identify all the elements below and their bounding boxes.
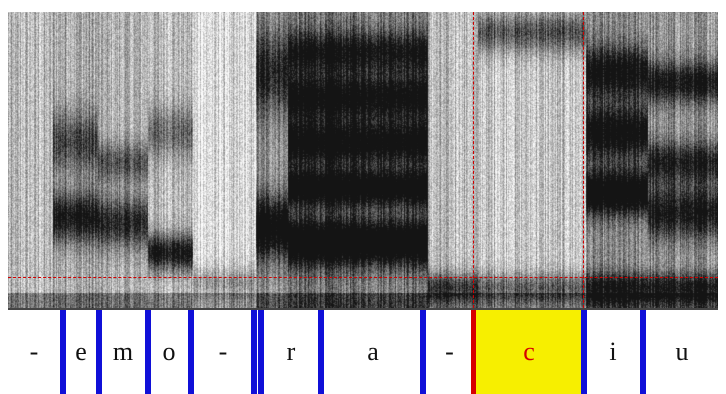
tier-segment[interactable]: m: [102, 310, 144, 394]
tier-segment[interactable]: i: [586, 310, 640, 394]
segment-boundary[interactable]: [145, 310, 151, 394]
segment-boundary[interactable]: [258, 310, 264, 394]
segment-label: -: [445, 337, 454, 366]
segment-boundary[interactable]: [60, 310, 66, 394]
segment-boundary[interactable]: [640, 310, 646, 394]
segment-boundary[interactable]: [96, 310, 102, 394]
tier-segment[interactable]: a: [324, 310, 422, 394]
segment-label: -: [218, 337, 228, 366]
segment-label: e: [75, 337, 87, 366]
segment-boundary[interactable]: [251, 310, 257, 394]
annotation-tier[interactable]: - e m o - r a - c i u: [8, 308, 718, 394]
segment-label: r: [286, 337, 296, 366]
spectrogram-panel[interactable]: [8, 12, 718, 308]
segment-boundary[interactable]: [420, 310, 426, 394]
tier-segment[interactable]: r: [264, 310, 318, 394]
tier-segment-selected[interactable]: c: [475, 310, 583, 394]
segment-label: c: [523, 337, 535, 366]
segment-label: i: [609, 337, 617, 366]
tier-segment[interactable]: e: [65, 310, 97, 394]
segment-label: o: [162, 337, 176, 366]
tier-segment[interactable]: o: [151, 310, 187, 394]
segment-label: -: [29, 337, 39, 366]
segment-label: m: [112, 337, 134, 366]
segment-boundary-selected[interactable]: [471, 310, 476, 394]
tier-segment[interactable]: -: [8, 310, 60, 394]
segment-boundary[interactable]: [581, 310, 587, 394]
tier-segment[interactable]: -: [428, 310, 471, 394]
segment-boundary[interactable]: [318, 310, 324, 394]
tier-segment[interactable]: -: [194, 310, 252, 394]
tier-segment[interactable]: u: [646, 310, 718, 394]
segment-label: a: [367, 337, 379, 366]
segment-label: u: [675, 337, 689, 366]
segment-boundary[interactable]: [188, 310, 194, 394]
